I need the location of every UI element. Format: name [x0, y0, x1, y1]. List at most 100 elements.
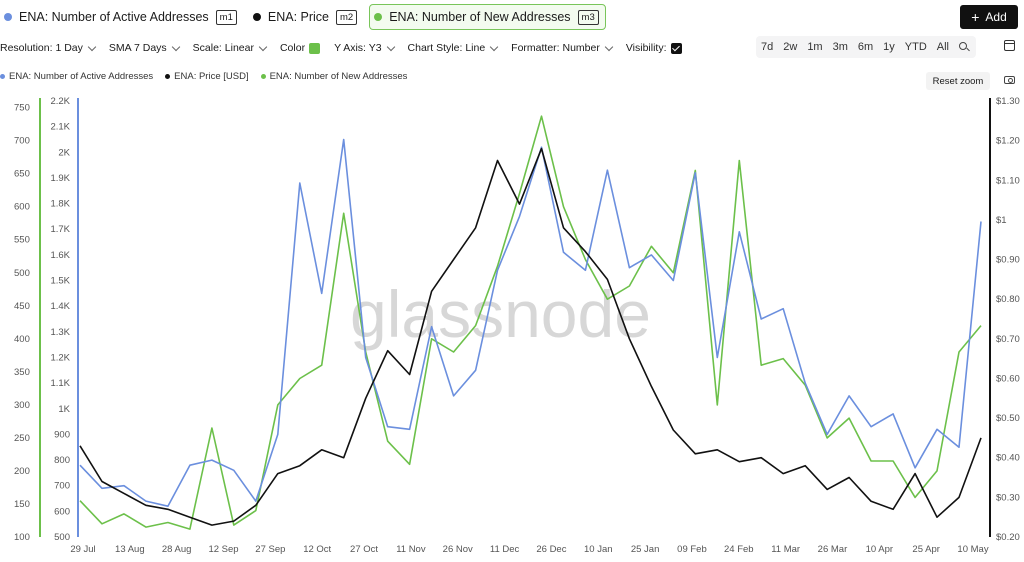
visibility-label: Visibility: [625, 42, 667, 54]
x-tick-label: 24 Feb [724, 544, 754, 555]
y3-tick-label: $0.70 [996, 334, 1020, 345]
legend-dot [0, 74, 5, 79]
range-3m[interactable]: 3m [832, 41, 848, 53]
y3-tick-label: $1.20 [996, 136, 1020, 147]
x-tick-label: 26 Nov [443, 544, 473, 555]
chart-style-label: Chart Style: Line [407, 42, 486, 54]
y1-tick-label: 200 [14, 466, 30, 477]
tab-label: ENA: Number of Active Addresses [19, 10, 209, 24]
y2-tick-label: 1.9K [50, 173, 70, 184]
x-tick-label: 09 Feb [677, 544, 707, 555]
y2-tick-label: 2.1K [50, 122, 70, 133]
zoom-search-icon[interactable] [958, 41, 970, 53]
y3-tick-label: $0.60 [996, 373, 1020, 384]
y2-tick-label: 500 [54, 532, 70, 543]
series-color-dot [4, 13, 12, 21]
y3-tick-label: $0.40 [996, 453, 1020, 464]
x-tick-label: 25 Jan [631, 544, 660, 555]
calendar-icon[interactable] [1004, 40, 1015, 51]
y1-tick-label: 450 [14, 301, 30, 312]
y1-tick-label: 550 [14, 235, 30, 246]
scale-dropdown[interactable]: Scale: Linear [192, 42, 268, 54]
series-line-y2 [79, 138, 982, 508]
range-2w[interactable]: 2w [783, 41, 798, 53]
tab-price[interactable]: ENA: Price m2 [249, 5, 363, 29]
y2-tick-label: 800 [54, 455, 70, 466]
visibility-checkbox[interactable] [670, 42, 682, 54]
y2-tick-label: 2.2K [50, 96, 70, 107]
chart-legend: ENA: Number of Active Addresses ENA: Pri… [0, 71, 407, 82]
y3-tick-label: $0.50 [996, 413, 1020, 424]
y1-tick-label: 650 [14, 169, 30, 180]
chevron-down-icon [258, 42, 268, 51]
camera-icon[interactable] [1004, 76, 1015, 84]
chevron-down-icon [386, 42, 395, 51]
y1-tick-label: 600 [14, 202, 30, 213]
x-tick-label: 25 Apr [912, 544, 939, 555]
x-tick-label: 29 Jul [70, 544, 95, 555]
sma-dropdown[interactable]: SMA 7 Days [109, 42, 180, 54]
y3-tick-label: $0.90 [996, 255, 1020, 266]
range-all[interactable]: All [936, 41, 950, 53]
legend-item-active-addresses[interactable]: ENA: Number of Active Addresses [0, 71, 153, 82]
chevron-down-icon [489, 42, 499, 51]
y3-tick-label: $1.30 [996, 96, 1020, 107]
tab-badge: m1 [215, 9, 237, 25]
y3-tick-label: $0.80 [996, 294, 1020, 305]
x-tick-label: 10 Jan [584, 544, 613, 555]
chart-style-dropdown[interactable]: Chart Style: Line [407, 42, 499, 54]
range-ytd[interactable]: YTD [904, 41, 927, 53]
resolution-label: Resolution: 1 Day [0, 42, 83, 54]
legend-dot [260, 74, 266, 79]
chevron-down-icon [87, 42, 97, 51]
y1-tick-label: 100 [14, 532, 30, 543]
legend-label: ENA: Price [USD] [174, 71, 249, 82]
y2-tick-label: 600 [54, 506, 70, 517]
x-tick-label: 12 Oct [303, 544, 331, 555]
range-7d[interactable]: 7d [761, 41, 774, 53]
y2-tick-label: 1.5K [50, 276, 70, 287]
range-1m[interactable]: 1m [807, 41, 823, 53]
resolution-dropdown[interactable]: Resolution: 1 Day [0, 42, 97, 54]
scale-label: Scale: Linear [192, 42, 254, 54]
y2-tick-label: 1.3K [50, 327, 70, 338]
visibility-toggle[interactable]: Visibility: [626, 42, 682, 54]
y3-tick-label: $1 [996, 215, 1007, 226]
add-button-label: Add [985, 10, 1007, 24]
legend-item-price[interactable]: ENA: Price [USD] [165, 71, 249, 82]
plus-icon: + [971, 9, 980, 25]
x-tick-label: 26 Dec [536, 544, 566, 555]
x-tick-label: 11 Mar [771, 544, 800, 555]
y2-tick-label: 700 [54, 481, 70, 492]
y2-tick-label: 1.7K [50, 224, 70, 235]
tab-active-addresses[interactable]: ENA: Number of Active Addresses m1 [0, 5, 243, 29]
chart-toolbar: Resolution: 1 Day SMA 7 Days Scale: Line… [0, 38, 696, 58]
chevron-down-icon [604, 42, 614, 51]
x-tick-label: 10 Apr [866, 544, 893, 555]
tab-new-addresses[interactable]: ENA: Number of New Addresses m3 [369, 4, 606, 30]
reset-zoom-button[interactable]: Reset zoom [926, 72, 990, 90]
y1-tick-label: 250 [14, 433, 30, 444]
y1-tick-label: 300 [14, 400, 30, 411]
legend-item-new-addresses[interactable]: ENA: Number of New Addresses [260, 71, 408, 82]
range-6m[interactable]: 6m [857, 41, 874, 53]
chart-series [79, 115, 982, 530]
add-button[interactable]: + Add [960, 5, 1018, 29]
y3-tick-label: $0.20 [996, 532, 1020, 543]
chart-axes: 100 150 200 250 300 350 400 450 500 550 600 650 700 7… [14, 96, 1020, 555]
legend-label: ENA: Number of Active Addresses [9, 71, 154, 82]
y1-tick-label: 150 [14, 499, 30, 510]
y-axis-dropdown[interactable]: Y Axis: Y3 [334, 42, 395, 54]
range-1y[interactable]: 1y [883, 41, 895, 53]
y1-tick-label: 700 [14, 136, 30, 147]
y2-tick-label: 1.2K [50, 352, 70, 363]
legend-label: ENA: Number of New Addresses [269, 71, 408, 82]
series-color-dot [252, 13, 261, 21]
x-tick-label: 11 Dec [490, 544, 520, 555]
x-tick-label: 13 Aug [115, 544, 145, 555]
y2-tick-label: 1.6K [50, 250, 70, 261]
color-picker[interactable]: Color [280, 42, 321, 54]
x-tick-label: 10 May [957, 544, 988, 555]
formatter-dropdown[interactable]: Formatter: Number [511, 42, 614, 54]
color-swatch [309, 42, 321, 54]
